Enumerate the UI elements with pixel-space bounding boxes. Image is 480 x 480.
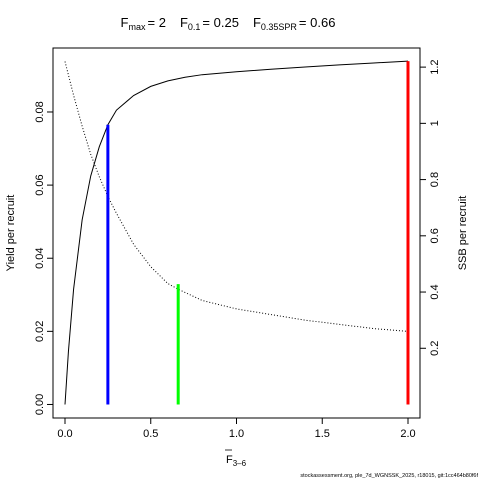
y2-tick-label: 1 <box>429 120 441 126</box>
y2-tick-label: 1.2 <box>429 59 441 74</box>
title-fspr-sub: 0.35SPR <box>261 22 298 32</box>
chart-title: Fmax = 2 F0.1 = 0.25 F0.35SPR = 0.66 <box>121 15 336 32</box>
y-tick-label: 0.08 <box>34 101 46 122</box>
y-tick-label: 0.04 <box>34 248 46 269</box>
y-tick-label: 0.02 <box>34 321 46 342</box>
x-tick-label: 1.0 <box>229 428 244 440</box>
title-f01-base: F <box>180 15 188 30</box>
x-axis: 0.0 0.5 1.0 1.5 2.0 <box>57 418 416 440</box>
x-axis-title-sub: 3–6 <box>233 459 247 468</box>
y-axis-right: 0.2 0.4 0.6 0.8 1 1.2 <box>420 59 441 356</box>
title-fmax-sub: max <box>129 22 147 32</box>
x-tick-label: 0.5 <box>143 428 158 440</box>
title-f01-value: = 0.25 <box>202 15 239 30</box>
x-axis-title-base: F <box>226 454 233 466</box>
footer-text: stockassessment.org, ple_7d_WGNSSK_2025,… <box>300 473 478 479</box>
y-tick-label: 0.06 <box>34 174 46 195</box>
y2-tick-label: 0.2 <box>429 341 441 356</box>
title-fspr-base: F <box>253 15 261 30</box>
x-tick-label: 0.0 <box>57 428 72 440</box>
title-fmax-base: F <box>121 15 129 30</box>
x-axis-title: F3–6 <box>226 454 247 468</box>
title-f01-sub: 0.1 <box>188 22 201 32</box>
title-fmax-value: = 2 <box>148 15 166 30</box>
y2-tick-label: 0.6 <box>429 228 441 243</box>
y-tick-label: 0.00 <box>34 394 46 415</box>
x-tick-label: 2.0 <box>400 428 415 440</box>
title-fspr-value: = 0.66 <box>299 15 336 30</box>
yield-per-recruit-line <box>64 60 409 405</box>
series-layer <box>64 60 409 405</box>
y2-axis-title: SSB per recruit <box>457 196 469 271</box>
reference-lines <box>106 61 410 405</box>
y-axis-left: 0.00 0.02 0.04 0.06 0.08 <box>34 101 53 415</box>
x-tick-label: 1.5 <box>315 428 330 440</box>
y-axis-title: Yield per recruit <box>5 195 17 272</box>
y2-tick-label: 0.8 <box>429 172 441 187</box>
y2-tick-label: 0.4 <box>429 284 441 299</box>
